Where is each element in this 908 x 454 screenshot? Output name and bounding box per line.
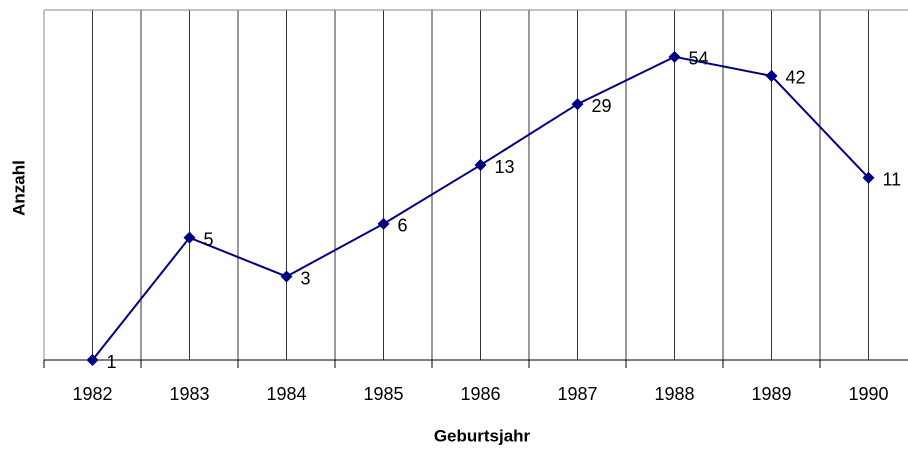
point-marker	[571, 98, 584, 111]
x-tick-label: 1989	[751, 384, 791, 404]
x-tick-label: 1990	[848, 384, 888, 404]
data-label: 29	[592, 96, 612, 116]
y-axis-title: Anzahl	[9, 160, 28, 216]
data-label: 3	[301, 268, 311, 288]
data-label: 11	[883, 170, 902, 190]
point-marker	[668, 50, 681, 63]
data-label: 1	[107, 352, 117, 372]
point-marker	[377, 217, 390, 230]
x-tick-label: 1986	[460, 384, 500, 404]
x-tick-label: 1983	[169, 384, 209, 404]
data-label: 42	[786, 68, 806, 88]
data-label: 6	[398, 216, 408, 236]
data-label: 54	[689, 49, 709, 69]
point-marker	[280, 270, 293, 283]
point-marker	[474, 159, 487, 172]
x-tick-label: 1982	[72, 384, 112, 404]
point-marker	[183, 231, 196, 244]
x-axis-title: Geburtsjahr	[434, 426, 531, 445]
data-label: 13	[495, 157, 515, 177]
point-marker	[86, 354, 99, 366]
data-label: 5	[204, 229, 214, 249]
point-marker	[765, 69, 778, 82]
x-tick-label: 1984	[266, 384, 306, 404]
x-tick-label: 1987	[557, 384, 597, 404]
x-tick-label: 1985	[363, 384, 403, 404]
point-marker	[862, 171, 875, 184]
x-tick-label: 1988	[654, 384, 694, 404]
